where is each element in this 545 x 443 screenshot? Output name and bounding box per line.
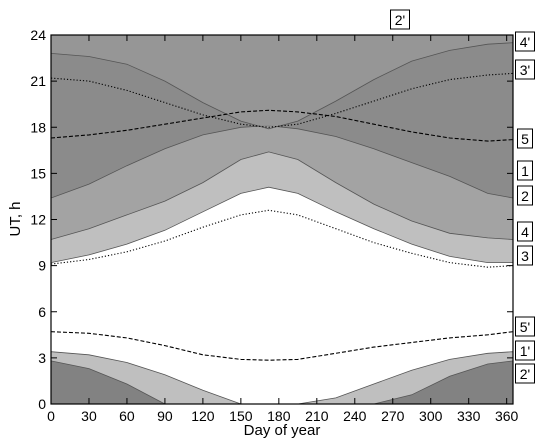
y-tick-label: 9 <box>38 258 46 274</box>
x-tick-label: 120 <box>191 408 215 424</box>
y-tick-label: 24 <box>30 27 46 43</box>
curve-label-4-prime: 4' <box>515 31 535 52</box>
y-tick-label: 3 <box>38 350 46 366</box>
x-axis-title: Day of year <box>244 422 321 439</box>
x-tick-label: 240 <box>343 408 367 424</box>
x-tick-label: 300 <box>419 408 443 424</box>
svg-text:5': 5' <box>520 319 530 335</box>
y-tick-label: 12 <box>30 212 46 228</box>
x-tick-label: 0 <box>47 408 55 424</box>
line-5 <box>51 109 513 142</box>
curve-label-2-prime: 2' <box>390 9 410 30</box>
x-tick-label: 180 <box>267 408 291 424</box>
x-tick-label: 90 <box>157 408 173 424</box>
svg-text:4: 4 <box>521 224 529 240</box>
x-tick-label: 60 <box>119 408 135 424</box>
x-tick-label: 330 <box>457 408 481 424</box>
x-tick-label: 270 <box>381 408 405 424</box>
curve-label-5: 5 <box>517 128 533 149</box>
line-3-prime <box>51 72 513 128</box>
y-tick-label: 21 <box>30 73 46 89</box>
band-2 <box>51 35 513 240</box>
svg-text:3: 3 <box>521 248 529 264</box>
band-2-prime <box>51 360 513 404</box>
band-4-prime <box>51 35 513 130</box>
band-1-prime <box>51 351 513 404</box>
curve-label-5-prime: 5' <box>515 316 535 337</box>
curve-label-4: 4 <box>517 221 533 242</box>
svg-text:4': 4' <box>520 34 530 50</box>
y-axis-title: UT, h <box>7 201 24 236</box>
svg-text:2': 2' <box>395 12 405 28</box>
curve-label-1-prime: 1' <box>515 340 535 361</box>
svg-text:2': 2' <box>520 366 530 382</box>
svg-text:3': 3' <box>520 62 530 78</box>
x-tick-label: 30 <box>81 408 97 424</box>
y-tick-label: 15 <box>30 165 46 181</box>
svg-text:1': 1' <box>520 343 530 359</box>
svg-text:1: 1 <box>521 163 529 179</box>
x-tick-label: 210 <box>305 408 329 424</box>
y-tick-label: 6 <box>38 304 46 320</box>
curve-label-2: 2 <box>517 185 533 206</box>
svg-text:2: 2 <box>521 188 529 204</box>
line-3 <box>51 209 513 268</box>
curve-label-3-prime: 3' <box>515 59 535 80</box>
x-tick-label: 360 <box>495 408 519 424</box>
curve-label-1: 1 <box>517 160 533 181</box>
y-tick-label: 0 <box>38 396 46 412</box>
curve-label-3: 3 <box>517 245 533 266</box>
y-tick-label: 18 <box>30 119 46 135</box>
x-tick-label: 150 <box>229 408 253 424</box>
svg-text:5: 5 <box>521 131 529 147</box>
curve-label-2-prime: 2' <box>515 363 535 384</box>
line-5-prime <box>51 331 513 361</box>
